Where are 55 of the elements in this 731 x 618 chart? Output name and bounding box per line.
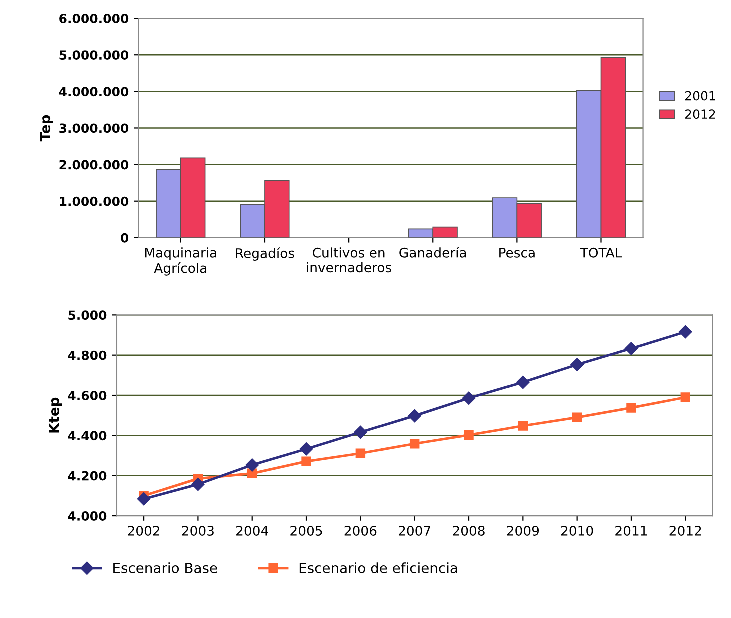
x-tick-label: 2009 — [507, 526, 540, 536]
point — [462, 392, 476, 405]
x-tick-label: TOTAL — [580, 248, 622, 258]
point — [356, 448, 366, 458]
point — [626, 403, 636, 413]
x-tick-label: 2011 — [616, 526, 648, 536]
point — [679, 325, 692, 339]
y-tick-label: 5.000 — [68, 310, 107, 320]
x-tick-label: Maquinaria Agrícola — [145, 248, 216, 276]
point — [516, 376, 530, 390]
x-tick-label: 2008 — [453, 526, 485, 536]
point — [137, 492, 151, 506]
y-tick-label: 4.800 — [68, 350, 107, 360]
x-tick-label: Cultivos en invernaderos — [307, 248, 392, 273]
point — [572, 412, 582, 422]
point — [408, 409, 422, 423]
x-tick-label: Regadíos — [236, 248, 294, 261]
y-tick-label: 1.000.000 — [60, 196, 129, 206]
point — [680, 392, 691, 402]
point — [624, 342, 638, 356]
x-tick-label: 2005 — [290, 526, 322, 536]
y-axis-title: Ktep — [49, 398, 62, 433]
x-tick-label: Pesca — [500, 248, 535, 258]
x-tick-label: Ganadería — [400, 247, 466, 258]
point — [354, 426, 368, 440]
x-tick-label: 2007 — [399, 526, 431, 536]
y-tick-label: 4.200 — [68, 471, 107, 481]
x-tick-label: 2006 — [344, 526, 377, 536]
x-tick-label: 2003 — [182, 526, 214, 536]
x-tick-label: 2004 — [236, 526, 268, 536]
legend-label: 2012 — [685, 110, 716, 120]
point — [300, 442, 314, 456]
x-tick-label: 2010 — [562, 526, 594, 536]
y-tick-label: 0 — [121, 233, 129, 243]
y-tick-label: 5.000.000 — [60, 50, 129, 60]
point — [192, 478, 205, 492]
legend-label: 2001 — [685, 91, 716, 101]
point — [246, 458, 259, 472]
x-tick-label: 2012 — [670, 526, 702, 536]
y-tick-label: 2.000.000 — [60, 160, 129, 170]
point — [302, 456, 312, 466]
y-tick-label: 4.000 — [68, 512, 107, 521]
y-tick-label: 6.000.000 — [60, 14, 129, 24]
point — [464, 430, 474, 440]
point — [410, 439, 420, 449]
point — [518, 421, 528, 431]
y-axis-title: Tep — [40, 115, 54, 142]
legend-label: Escenario Base — [114, 562, 218, 574]
y-tick-label: 4.400 — [68, 431, 107, 441]
x-tick-label: 2002 — [128, 526, 160, 536]
y-tick-label: 4.000.000 — [59, 87, 129, 97]
y-tick-label: 4.600 — [68, 390, 107, 400]
point — [570, 358, 584, 372]
y-tick-label: 3.000.000 — [60, 124, 129, 134]
legend-label: Escenario de eficiencia — [300, 562, 458, 574]
